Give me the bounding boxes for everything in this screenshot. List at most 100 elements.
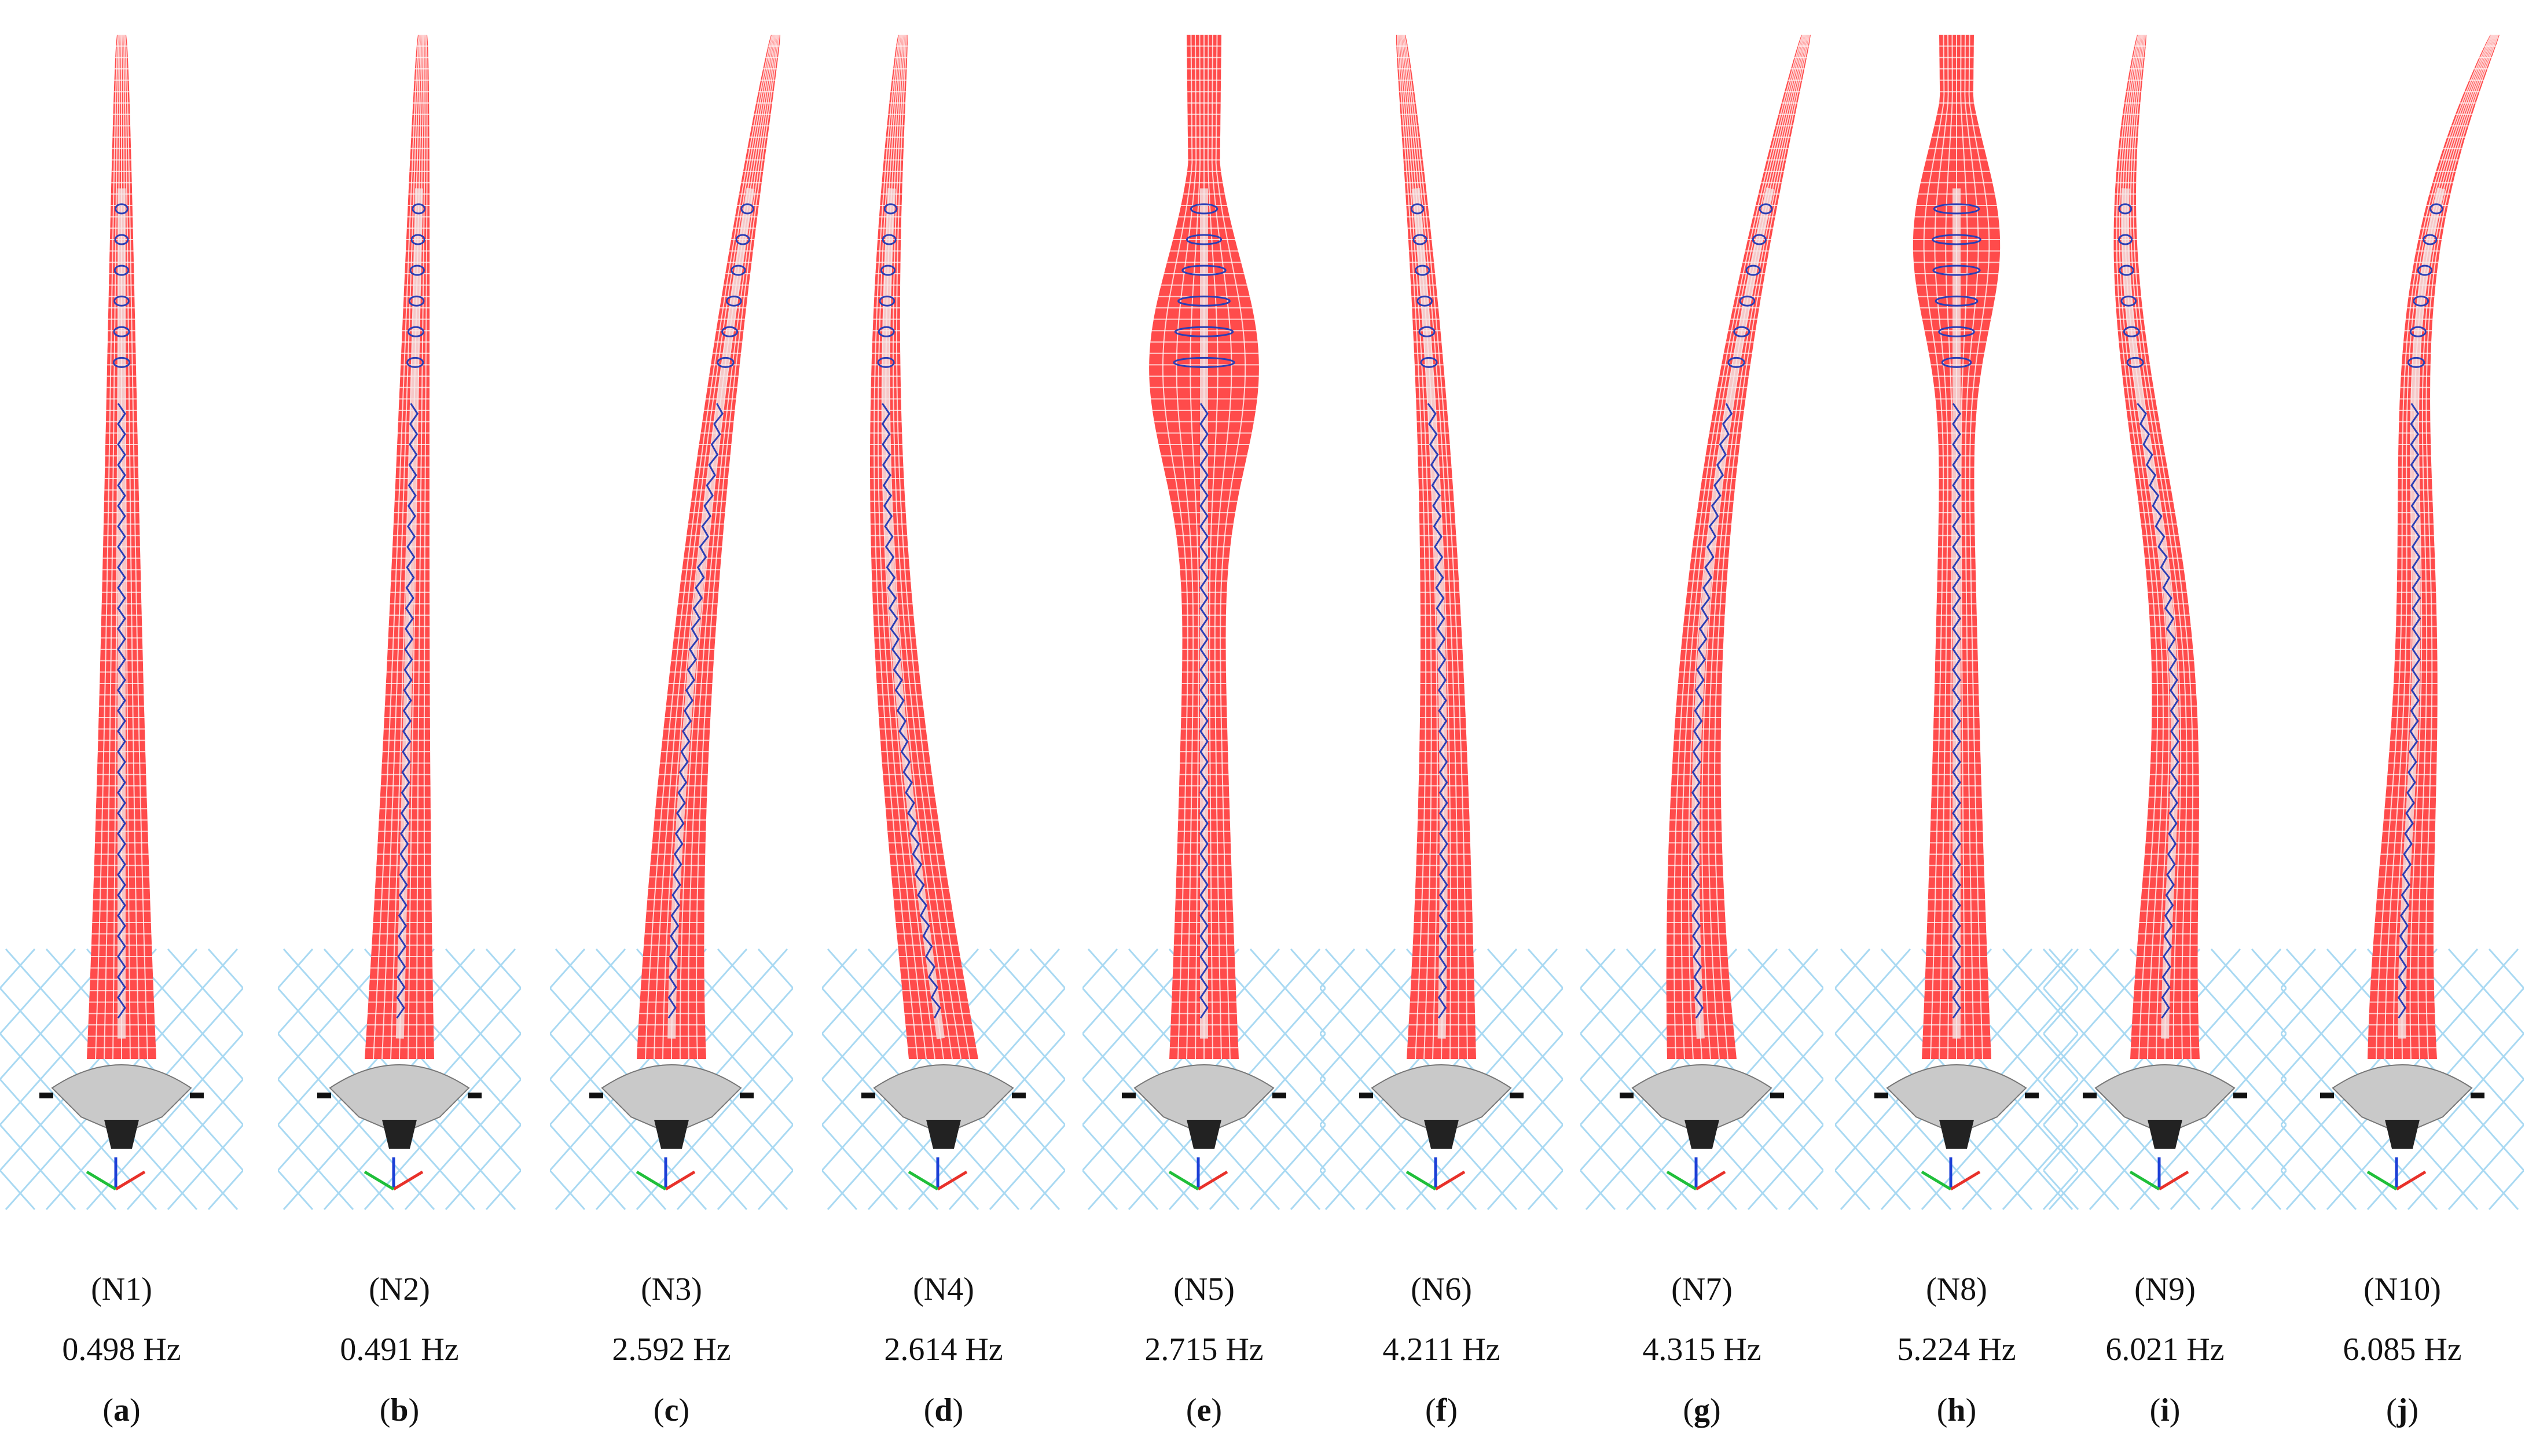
- grid-line: [2407, 948, 2524, 1081]
- support-node: [740, 1093, 754, 1098]
- axes-triad: [1666, 1157, 1726, 1191]
- grid-line: [908, 1032, 1065, 1210]
- grid-line: [550, 1078, 667, 1210]
- grid-line: [278, 1169, 314, 1210]
- bracing-zigzag: [1690, 403, 1733, 1019]
- bracing-ring: [2119, 264, 2134, 276]
- grid-line: [1249, 1123, 1326, 1210]
- axes-triad: [1921, 1157, 1981, 1191]
- blue-bracing: [667, 203, 754, 1019]
- x-axis: [937, 1170, 968, 1191]
- bracing-ring: [2417, 264, 2433, 276]
- bracing-ring: [879, 295, 896, 307]
- grid-line: [1320, 1169, 1356, 1210]
- grid-line: [2281, 948, 2398, 1081]
- grid-line: [2043, 948, 2160, 1081]
- subfigure-letter: (b): [379, 1392, 420, 1428]
- y-axis: [1405, 1170, 1437, 1191]
- grid-line: [1405, 1032, 1563, 1210]
- bracing-zigzag: [2397, 403, 2421, 1019]
- base-pile: [382, 1120, 417, 1149]
- x-axis: [392, 1170, 424, 1191]
- grid-line: [1029, 1169, 1065, 1210]
- tower-base: [1620, 1064, 1784, 1149]
- bracing-ring: [1186, 234, 1223, 245]
- grid-line: [0, 948, 36, 990]
- grid-line: [1788, 948, 1823, 990]
- mode-shape-n4-drawing: [822, 34, 1065, 1210]
- grid-line: [948, 948, 1065, 1081]
- blue-bracing: [2397, 203, 2443, 1019]
- grid-line: [2366, 1032, 2524, 1210]
- mode-shape-n1-drawing: [0, 34, 243, 1210]
- bracing-ring: [717, 356, 735, 368]
- grid-line: [1835, 948, 1911, 1035]
- bracing-ring: [113, 295, 130, 307]
- grid-line: [1706, 948, 1823, 1081]
- frequency-label: 2.715 Hz: [1144, 1332, 1264, 1367]
- bracing-ring: [2126, 356, 2144, 368]
- mode-shape-n5-drawing: [1082, 34, 1326, 1210]
- bracing-ring: [1932, 234, 1981, 245]
- blue-bracing: [1690, 203, 1773, 1019]
- grid-line: [86, 1032, 243, 1210]
- grid-line: [1580, 1123, 1657, 1210]
- panel-i: (N9) 6.021 Hz (i): [2043, 0, 2287, 1456]
- grid-line: [1580, 1078, 1697, 1210]
- grid-line: [207, 948, 243, 990]
- tower-base: [861, 1064, 1026, 1149]
- support-node: [1122, 1093, 1136, 1098]
- support-node: [317, 1093, 331, 1098]
- grid-line: [1580, 948, 1616, 990]
- grid-line: [278, 1123, 354, 1210]
- bracing-ring: [880, 264, 896, 276]
- base-pile: [654, 1120, 689, 1149]
- bracing-ring: [2423, 234, 2438, 245]
- grid-line: [2043, 1123, 2120, 1210]
- support-node: [190, 1093, 204, 1098]
- bracing-ring: [882, 234, 897, 245]
- mode-shape-n2-drawing: [278, 34, 521, 1210]
- support-node: [1510, 1093, 1524, 1098]
- bracing-ring: [1933, 203, 1980, 215]
- bracing-ring: [1190, 203, 1219, 215]
- base-block: [1886, 1064, 2027, 1135]
- blue-bracing: [2118, 203, 2179, 1019]
- base-pile: [1684, 1120, 1719, 1149]
- grid-line: [822, 948, 898, 1035]
- grid-line: [0, 1123, 76, 1210]
- grid-line: [1527, 948, 1563, 990]
- grid-line: [1835, 1078, 1952, 1210]
- grid-line: [1706, 1078, 1823, 1210]
- y-axis: [2366, 1170, 2398, 1191]
- mode-shape-n3-drawing: [550, 34, 793, 1210]
- bracing-zigzag: [881, 403, 941, 1019]
- grid-line: [1835, 948, 1871, 990]
- grid-line: [1580, 948, 1697, 1081]
- bracing-zigzag: [1199, 403, 1209, 1019]
- grid-line: [2447, 948, 2524, 1035]
- frequency-label: 4.315 Hz: [1642, 1332, 1761, 1367]
- bracing-ring: [406, 356, 424, 368]
- grid-line: [126, 1078, 243, 1210]
- grid-line: [757, 1169, 793, 1210]
- axes-triad: [636, 1157, 696, 1191]
- grid-line: [445, 1123, 521, 1210]
- grid-line: [0, 948, 76, 1035]
- bracing-ring: [735, 234, 750, 245]
- tower-base: [589, 1064, 754, 1149]
- grid-line: [278, 948, 395, 1081]
- grid-line: [1082, 948, 1159, 1035]
- grid-line: [550, 948, 667, 1081]
- grid-line: [126, 948, 243, 1081]
- bracing-ring: [1418, 326, 1436, 337]
- axes-triad: [1405, 1157, 1466, 1191]
- panel-c: (N3) 2.592 Hz (c): [550, 0, 793, 1456]
- subfigure-letter: (d): [923, 1392, 964, 1428]
- grid-line: [2043, 948, 2079, 990]
- grid-line: [550, 1169, 586, 1210]
- bracing-ring: [113, 326, 130, 337]
- bracing-ring: [1739, 295, 1756, 307]
- support-node: [39, 1093, 53, 1098]
